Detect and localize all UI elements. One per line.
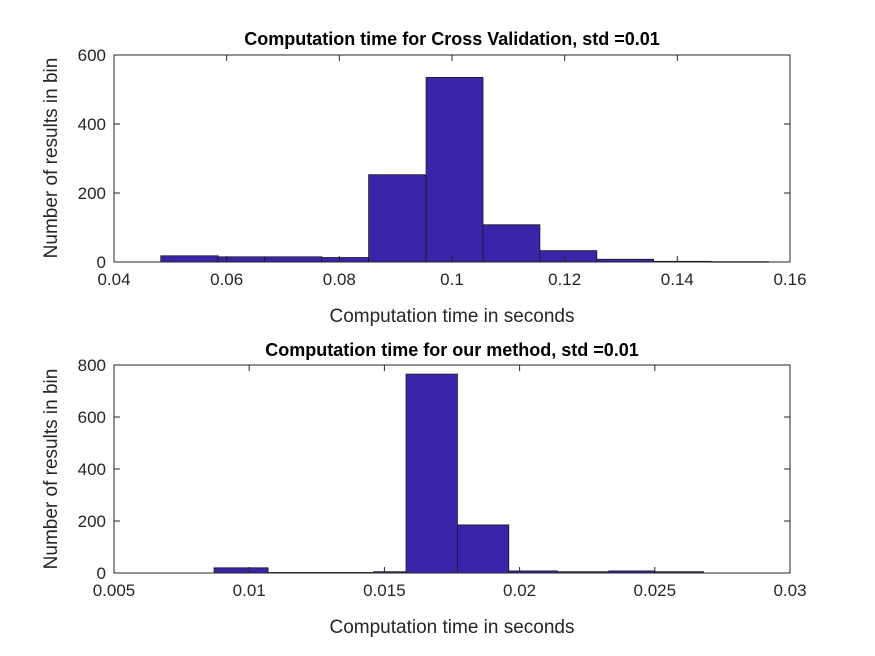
our-method-histogram: Computation time for our method, std =0.… — [41, 340, 807, 638]
x-tick-label: 0.025 — [634, 581, 677, 600]
x-tick-label: 0.02 — [503, 581, 536, 600]
histogram-bar — [160, 255, 219, 263]
histogram-bar — [457, 524, 510, 574]
x-tick-label: 0.01 — [233, 581, 266, 600]
y-axis-label: Number of results in bin — [41, 58, 62, 259]
plot-frame — [113, 364, 791, 574]
y-tick-label: 600 — [78, 46, 106, 65]
cross-validation-histogram: Computation time for Cross Validation, s… — [41, 29, 807, 327]
y-tick-label: 800 — [78, 356, 106, 375]
bars — [160, 77, 769, 263]
histogram-bar — [482, 224, 541, 263]
x-tick-label: 0.08 — [323, 270, 356, 289]
x-axis-label: Computation time in seconds — [329, 306, 574, 327]
x-tick-label: 0.03 — [773, 581, 806, 600]
x-tick-label: 0.12 — [548, 270, 581, 289]
y-axis-label: Number of results in bin — [41, 369, 62, 570]
x-tick-label: 0.005 — [93, 581, 136, 600]
chart-title: Computation time for Cross Validation, s… — [244, 29, 660, 49]
x-tick-label: 0.16 — [773, 270, 806, 289]
y-tick-label: 400 — [78, 115, 106, 134]
x-tick-label: 0.1 — [440, 270, 464, 289]
y-tick-label: 400 — [78, 460, 106, 479]
x-tick-label: 0.06 — [210, 270, 243, 289]
histogram-bar — [213, 567, 269, 574]
histogram-bar — [368, 174, 427, 263]
y-tick-label: 0 — [97, 564, 106, 583]
chart-title: Computation time for our method, std =0.… — [265, 340, 639, 360]
y-tick-label: 0 — [97, 253, 106, 272]
histogram-bar — [217, 256, 265, 263]
x-tick-label: 0.015 — [363, 581, 406, 600]
histogram-bar — [425, 77, 484, 263]
y-tick-label: 600 — [78, 408, 106, 427]
ticks: 0.04 0.06 0.08 0.1 0.12 0.14 0.16 0 200 400 600 — [78, 46, 807, 289]
x-tick-label: 0.14 — [661, 270, 694, 289]
histogram-bar — [539, 250, 598, 263]
x-tick-label: 0.04 — [97, 270, 130, 289]
y-tick-label: 200 — [78, 512, 106, 531]
bars — [213, 373, 704, 574]
histogram-bar — [321, 257, 370, 263]
histogram-bar — [264, 256, 323, 263]
histogram-bar — [405, 373, 458, 574]
plot-frame — [113, 54, 791, 263]
x-axis-label: Computation time in seconds — [329, 617, 574, 638]
ticks: 0.005 0.01 0.015 0.02 0.025 0.03 0 200 400 600 800 — [78, 356, 807, 600]
y-tick-label: 200 — [78, 184, 106, 203]
